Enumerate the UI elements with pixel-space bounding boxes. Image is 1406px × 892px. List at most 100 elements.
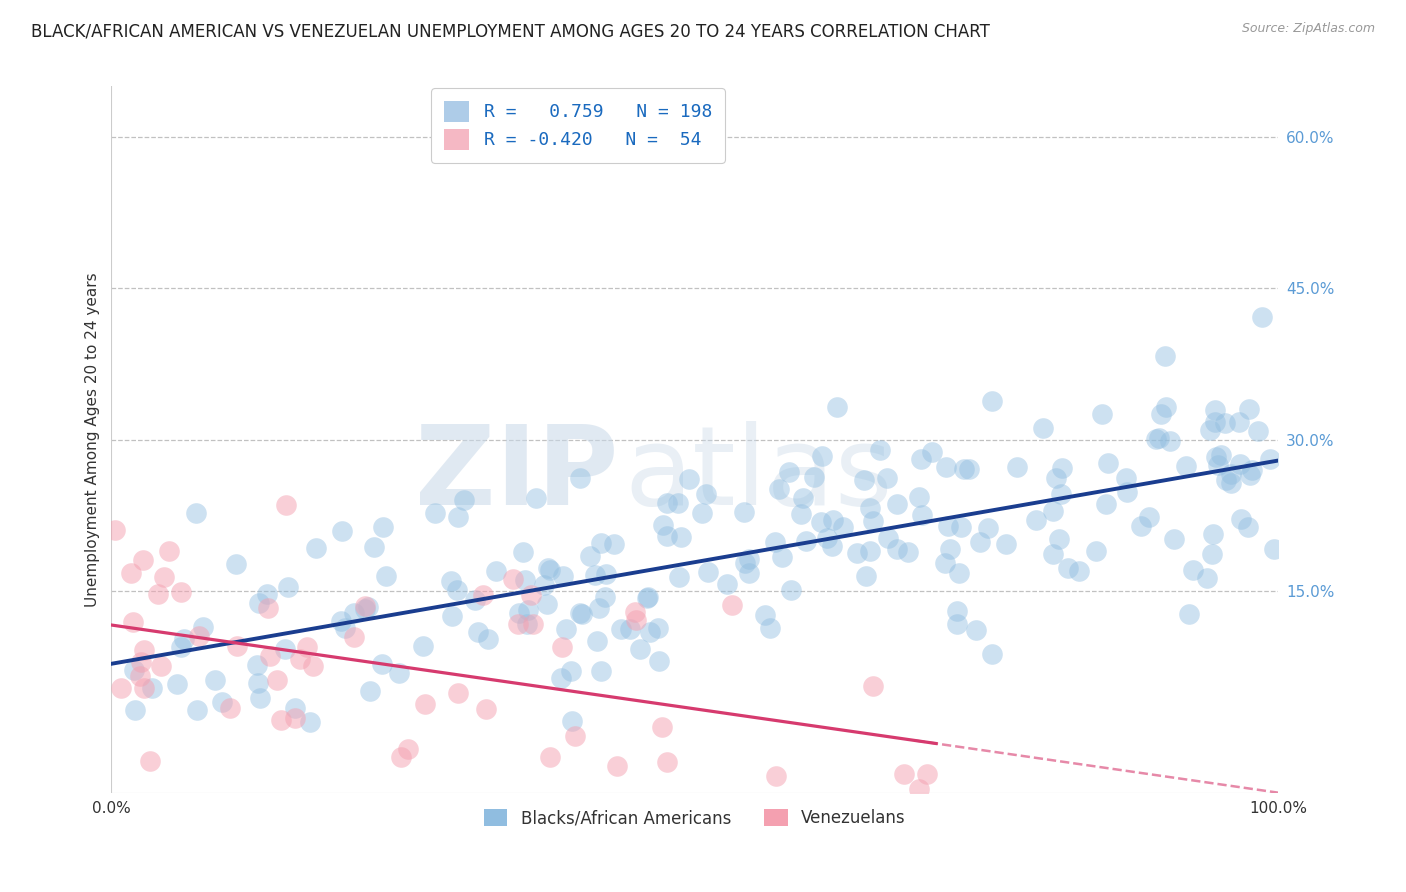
- Point: [471, 588, 494, 602]
- Point: [447, 686, 470, 700]
- Point: [150, 659, 173, 673]
- Text: BLACK/AFRICAN AMERICAN VS VENEZUELAN UNEMPLOYMENT AMONG AGES 20 TO 24 YEARS CORR: BLACK/AFRICAN AMERICAN VS VENEZUELAN UNE…: [31, 22, 990, 40]
- Point: [669, 530, 692, 544]
- Point: [1240, 462, 1263, 476]
- Point: [588, 601, 610, 615]
- Point: [908, 490, 931, 504]
- Point: [533, 578, 555, 592]
- Point: [768, 482, 790, 496]
- Point: [104, 523, 127, 537]
- Point: [934, 556, 956, 570]
- Point: [921, 445, 943, 459]
- Point: [1251, 310, 1274, 324]
- Point: [157, 544, 180, 558]
- Point: [778, 465, 800, 479]
- Point: [132, 553, 155, 567]
- Point: [910, 452, 932, 467]
- Point: [186, 703, 208, 717]
- Point: [274, 641, 297, 656]
- Point: [716, 576, 738, 591]
- Point: [363, 540, 385, 554]
- Point: [647, 621, 669, 635]
- Point: [893, 767, 915, 781]
- Point: [375, 569, 398, 583]
- Point: [184, 506, 207, 520]
- Text: Source: ZipAtlas.com: Source: ZipAtlas.com: [1241, 22, 1375, 36]
- Point: [1182, 563, 1205, 577]
- Point: [1219, 467, 1241, 481]
- Point: [551, 640, 574, 654]
- Point: [276, 580, 298, 594]
- Point: [638, 624, 661, 639]
- Point: [738, 552, 761, 566]
- Point: [354, 599, 377, 613]
- Point: [897, 545, 920, 559]
- Point: [284, 700, 307, 714]
- Point: [765, 768, 787, 782]
- Point: [170, 640, 193, 655]
- Point: [1149, 431, 1171, 445]
- Point: [938, 518, 960, 533]
- Point: [792, 491, 814, 505]
- Point: [1159, 434, 1181, 448]
- Point: [789, 507, 811, 521]
- Point: [284, 711, 307, 725]
- Point: [170, 584, 193, 599]
- Point: [666, 496, 689, 510]
- Point: [333, 622, 356, 636]
- Point: [288, 651, 311, 665]
- Point: [1069, 564, 1091, 578]
- Point: [977, 521, 1000, 535]
- Point: [571, 607, 593, 621]
- Point: [146, 586, 169, 600]
- Point: [371, 520, 394, 534]
- Point: [389, 750, 412, 764]
- Point: [298, 714, 321, 729]
- Point: [538, 750, 561, 764]
- Point: [134, 681, 156, 695]
- Point: [477, 632, 499, 646]
- Point: [129, 655, 152, 669]
- Point: [453, 493, 475, 508]
- Point: [815, 532, 838, 546]
- Point: [517, 603, 540, 617]
- Point: [259, 648, 281, 663]
- Point: [551, 568, 574, 582]
- Point: [508, 607, 530, 621]
- Point: [946, 616, 969, 631]
- Point: [610, 622, 633, 636]
- Point: [440, 574, 463, 588]
- Point: [246, 676, 269, 690]
- Point: [948, 566, 970, 580]
- Point: [247, 596, 270, 610]
- Point: [226, 639, 249, 653]
- Text: atlas: atlas: [624, 421, 893, 528]
- Point: [561, 714, 583, 728]
- Point: [678, 472, 700, 486]
- Point: [467, 624, 489, 639]
- Point: [1178, 607, 1201, 621]
- Point: [779, 582, 801, 597]
- Point: [734, 556, 756, 570]
- Point: [1115, 470, 1137, 484]
- Point: [485, 564, 508, 578]
- Point: [536, 561, 558, 575]
- Point: [1130, 519, 1153, 533]
- Point: [304, 541, 326, 555]
- Point: [853, 473, 876, 487]
- Point: [513, 573, 536, 587]
- Point: [950, 520, 973, 534]
- Point: [886, 497, 908, 511]
- Point: [1095, 497, 1118, 511]
- Point: [204, 673, 226, 688]
- Point: [430, 816, 453, 830]
- Point: [668, 570, 690, 584]
- Point: [412, 639, 434, 653]
- Point: [475, 702, 498, 716]
- Point: [758, 621, 780, 635]
- Point: [831, 519, 853, 533]
- Point: [423, 506, 446, 520]
- Point: [256, 601, 278, 615]
- Point: [917, 766, 939, 780]
- Point: [876, 471, 898, 485]
